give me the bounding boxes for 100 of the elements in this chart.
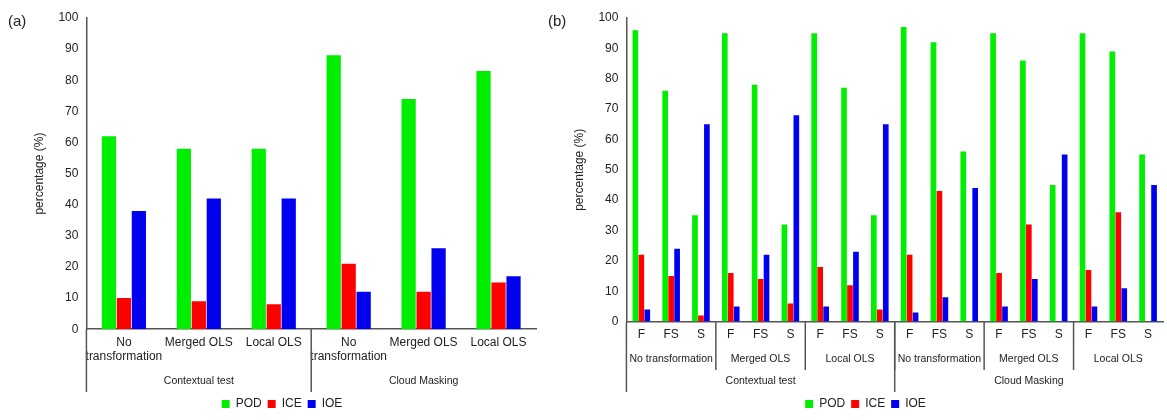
y-tick-label: 0 [611,313,619,328]
bar [882,124,889,322]
bar [431,248,446,330]
bar [176,148,191,330]
legend-label: POD [235,396,262,411]
y-tick-label: 0 [71,321,79,336]
text: Contextual test [725,373,796,386]
y-tick-label: 30 [605,222,619,237]
bar [1002,306,1008,322]
bar [1121,288,1128,322]
x-tick-label: FS [842,327,858,342]
bar [326,55,341,330]
bar [281,198,296,330]
x-tick-label: S [1144,327,1153,342]
bar [960,151,967,322]
bar [341,263,356,330]
y-tick-label: 80 [65,72,79,87]
bar [721,33,728,322]
x-tick-label: Merged OLS [389,334,458,349]
y-tick-label: 100 [598,10,619,25]
bar [823,306,829,322]
bar [847,285,853,322]
bar [1151,184,1157,322]
bar [692,215,698,322]
bar [476,70,491,330]
x-tick-label: S [786,327,795,342]
y-tick-label: 20 [65,259,79,274]
y-tick-label: 60 [65,134,79,149]
bar [1026,224,1032,322]
bar [662,90,669,322]
bar [668,276,674,322]
y-tick-label: 10 [65,290,79,305]
y-tick-label: 90 [605,40,619,55]
bar [1020,60,1026,322]
x-tick-label: F [905,327,914,342]
y-tick-label: 30 [65,228,79,243]
bar [191,301,206,330]
x-tick-label: F [637,327,645,342]
y-tick-label: 10 [605,283,619,298]
y-tick-label: 20 [605,253,619,268]
bar [704,124,710,322]
y-tick-label: 50 [65,165,79,180]
bar [674,248,680,322]
y-axis-title: percentage (%) [571,128,586,211]
bar [401,98,416,330]
chart-title: (a) [8,11,27,29]
x-tick-label: FS [752,327,769,342]
x-tick-label: Local OLS [470,334,527,349]
bar [491,282,506,330]
y-tick-label: 70 [605,101,619,116]
bar [990,33,996,322]
bar [638,254,645,322]
bar [116,298,132,330]
x-tick-label: F [1084,327,1093,342]
bar [131,210,146,330]
bar [506,276,521,330]
y-tick-label: 40 [605,192,619,207]
bar [206,198,221,330]
x-tick-label: S [696,327,705,342]
x-tick-label: F [727,327,735,342]
bar [727,273,734,322]
bar [1115,212,1122,322]
x-tick-label: Merged OLS [164,334,233,349]
legend-label: ICE [281,396,302,411]
y-tick-label: 90 [65,41,79,56]
legend-label: POD [819,396,846,411]
x-tick-label: S [875,327,884,342]
bar [101,136,117,330]
bar [1109,51,1116,322]
bar [1049,184,1056,322]
legend-label: IOE [321,396,343,411]
bar [853,251,859,322]
bar [733,306,740,322]
bar [996,273,1002,322]
x-tick-label: FS [1110,327,1126,342]
bar [644,309,651,322]
bar [871,215,877,322]
y-tick-label: 70 [65,103,79,118]
text: Contextual test [163,373,234,386]
bar [416,291,431,330]
y-tick-label: 40 [65,197,79,212]
y-tick-label: 60 [605,131,619,146]
bar [811,33,818,322]
y-tick-label: 100 [58,10,79,25]
chart-title: (b) [548,11,567,29]
text: Cloud Masking [388,373,459,386]
bar [876,309,883,322]
y-tick-label: 80 [605,71,619,86]
x-tick-label: F [995,327,1003,342]
bar [251,148,266,330]
bar [266,304,281,330]
x-tick-label: FS [663,327,679,342]
legend-label: ICE [865,396,886,411]
legend-label: IOE [905,396,926,411]
bar [817,266,824,322]
x-tick-label: FS [931,327,948,342]
bar [1139,154,1145,322]
bar [841,87,847,322]
x-tick-label: FS [1021,327,1037,342]
bar [972,188,979,322]
